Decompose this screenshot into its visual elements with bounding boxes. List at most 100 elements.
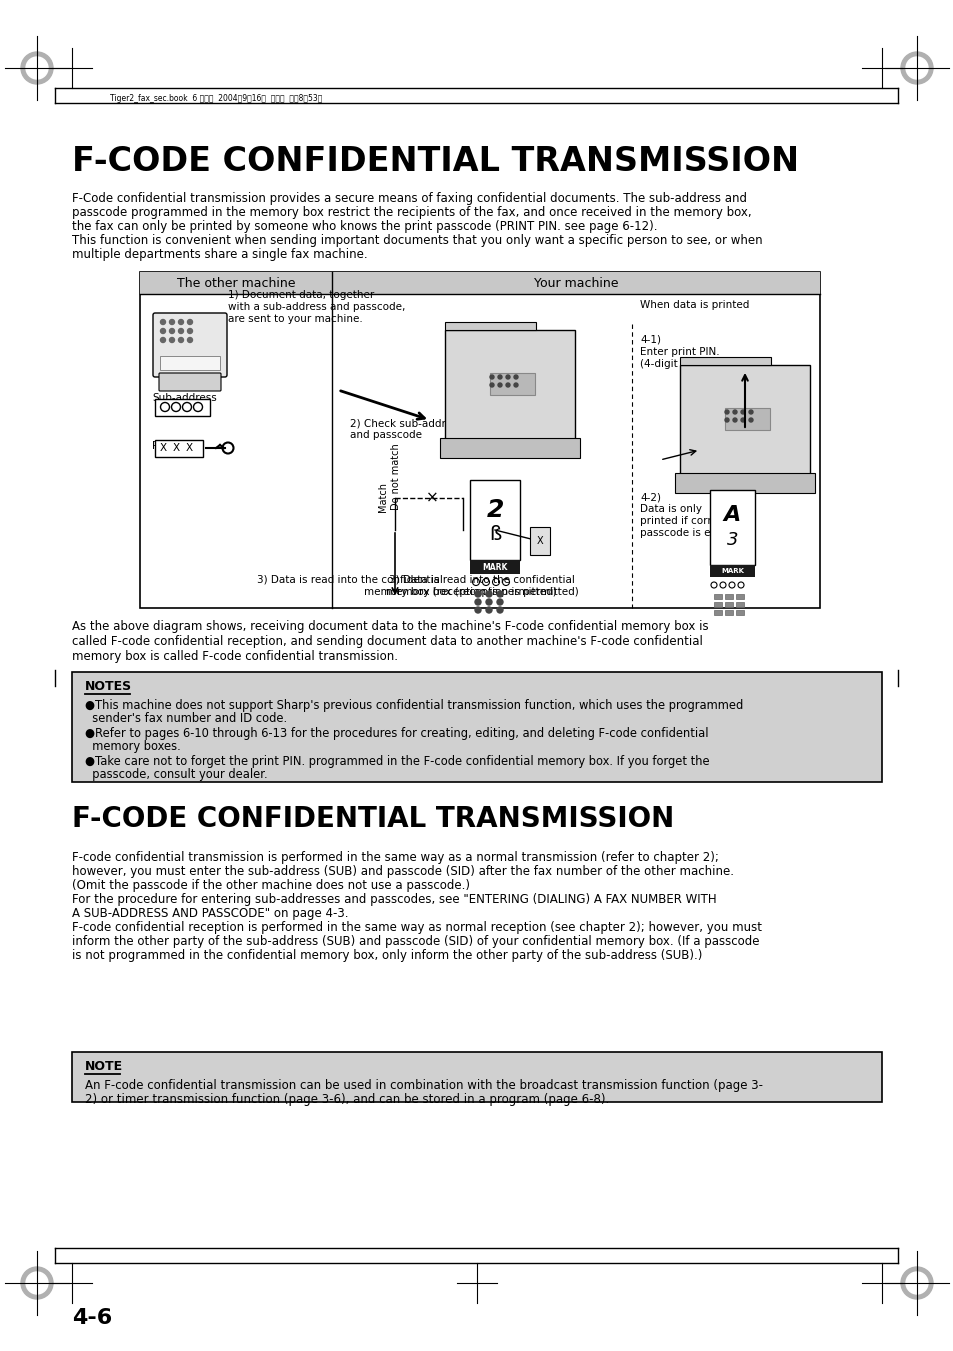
Circle shape bbox=[748, 417, 752, 422]
Text: the fax can only be printed by someone who knows the print passcode (PRINT PIN. : the fax can only be printed by someone w… bbox=[71, 220, 657, 232]
Bar bbox=[439, 438, 579, 458]
Circle shape bbox=[905, 57, 927, 78]
Text: (Omit the passcode if the other machine does not use a passcode.): (Omit the passcode if the other machine … bbox=[71, 880, 470, 892]
Circle shape bbox=[740, 417, 744, 422]
Bar bbox=[735, 594, 743, 598]
Bar bbox=[713, 611, 721, 615]
Text: This function is convenient when sending important documents that you only want : This function is convenient when sending… bbox=[71, 234, 761, 247]
Bar bbox=[724, 611, 732, 615]
Bar bbox=[713, 594, 721, 598]
Circle shape bbox=[514, 382, 517, 386]
Circle shape bbox=[485, 598, 492, 605]
Circle shape bbox=[905, 1273, 927, 1294]
Circle shape bbox=[178, 328, 183, 334]
Circle shape bbox=[497, 590, 502, 597]
Circle shape bbox=[505, 376, 510, 380]
Text: X: X bbox=[159, 443, 167, 453]
Text: with a sub-address and passcode,: with a sub-address and passcode, bbox=[228, 303, 405, 312]
Text: Match: Match bbox=[377, 482, 388, 512]
Circle shape bbox=[26, 57, 48, 78]
Circle shape bbox=[475, 607, 480, 613]
Circle shape bbox=[188, 319, 193, 324]
Circle shape bbox=[732, 409, 737, 413]
Circle shape bbox=[170, 338, 174, 343]
Circle shape bbox=[160, 338, 165, 343]
Bar bbox=[160, 357, 220, 370]
Text: 2) Check sub-address: 2) Check sub-address bbox=[350, 417, 462, 428]
Bar bbox=[709, 490, 754, 565]
Circle shape bbox=[21, 51, 53, 84]
Text: multiple departments share a single fax machine.: multiple departments share a single fax … bbox=[71, 249, 367, 261]
Text: A: A bbox=[723, 505, 740, 526]
Text: 4-6: 4-6 bbox=[71, 1308, 112, 1328]
Bar bbox=[154, 399, 210, 416]
Bar bbox=[490, 373, 535, 394]
Text: X: X bbox=[537, 536, 543, 546]
Text: F-CODE CONFIDENTIAL TRANSMISSION: F-CODE CONFIDENTIAL TRANSMISSION bbox=[71, 805, 674, 834]
Circle shape bbox=[178, 338, 183, 343]
Text: X: X bbox=[172, 443, 179, 453]
Bar bbox=[470, 480, 519, 561]
Circle shape bbox=[497, 382, 501, 386]
Text: passcode, consult your dealer.: passcode, consult your dealer. bbox=[85, 767, 268, 781]
Circle shape bbox=[188, 328, 193, 334]
Text: 2) or timer transmission function (page 3-6), and can be stored in a program (pa: 2) or timer transmission function (page … bbox=[85, 1093, 609, 1106]
Circle shape bbox=[485, 590, 492, 597]
Circle shape bbox=[724, 409, 728, 413]
Circle shape bbox=[748, 409, 752, 413]
FancyBboxPatch shape bbox=[152, 313, 227, 377]
Circle shape bbox=[724, 417, 728, 422]
Bar bbox=[140, 272, 820, 608]
Circle shape bbox=[497, 607, 502, 613]
Text: F-code confidential reception is performed in the same way as normal reception (: F-code confidential reception is perform… bbox=[71, 921, 761, 934]
Bar bbox=[470, 561, 519, 574]
Circle shape bbox=[497, 598, 502, 605]
Text: As the above diagram shows, receiving document data to the machine's F-code conf: As the above diagram shows, receiving do… bbox=[71, 620, 708, 634]
Circle shape bbox=[490, 376, 494, 380]
Circle shape bbox=[170, 319, 174, 324]
Circle shape bbox=[900, 1267, 932, 1300]
Bar bbox=[71, 671, 882, 782]
Text: ●This machine does not support Sharp's previous confidential transmission functi: ●This machine does not support Sharp's p… bbox=[85, 698, 742, 712]
Circle shape bbox=[475, 590, 480, 597]
Bar bbox=[735, 603, 743, 607]
Bar bbox=[724, 594, 732, 598]
Text: printed if correct: printed if correct bbox=[639, 516, 727, 526]
Text: ●Refer to pages 6-10 through 6-13 for the procedures for creating, editing, and : ●Refer to pages 6-10 through 6-13 for th… bbox=[85, 727, 708, 740]
Circle shape bbox=[740, 409, 744, 413]
Bar bbox=[71, 1052, 882, 1102]
Text: Tiger2_fax_sec.book  6 ページ  2004年9月16日  木曜日  午前8時53分: Tiger2_fax_sec.book 6 ページ 2004年9月16日 木曜日… bbox=[110, 95, 322, 103]
Circle shape bbox=[475, 598, 480, 605]
Text: 4-1): 4-1) bbox=[639, 335, 660, 345]
Text: For the procedure for entering sub-addresses and passcodes, see "ENTERING (DIALI: For the procedure for entering sub-addre… bbox=[71, 893, 716, 907]
Circle shape bbox=[514, 376, 517, 380]
Text: An F-code confidential transmission can be used in combination with the broadcas: An F-code confidential transmission can … bbox=[85, 1079, 762, 1092]
Bar bbox=[444, 330, 575, 440]
Text: passcode is entered.: passcode is entered. bbox=[639, 528, 747, 538]
Text: 3) Data is read into the confidential: 3) Data is read into the confidential bbox=[256, 576, 442, 585]
Bar bbox=[679, 357, 770, 365]
Bar bbox=[735, 611, 743, 615]
Text: (4-digit number): (4-digit number) bbox=[639, 359, 725, 369]
FancyBboxPatch shape bbox=[159, 373, 221, 390]
Bar bbox=[444, 322, 536, 330]
Text: however, you must enter the sub-address (SUB) and passcode (SID) after the fax n: however, you must enter the sub-address … bbox=[71, 865, 733, 878]
Bar bbox=[709, 565, 754, 577]
Circle shape bbox=[170, 328, 174, 334]
Text: are sent to your machine.: are sent to your machine. bbox=[228, 313, 362, 324]
Bar bbox=[154, 440, 203, 457]
Circle shape bbox=[485, 607, 492, 613]
Circle shape bbox=[505, 382, 510, 386]
Text: NOTE: NOTE bbox=[85, 1061, 123, 1073]
Bar bbox=[530, 527, 550, 555]
Bar bbox=[140, 272, 820, 295]
Bar bbox=[679, 365, 809, 476]
Text: Do not match: Do not match bbox=[391, 443, 400, 509]
Text: F-CODE CONFIDENTIAL TRANSMISSION: F-CODE CONFIDENTIAL TRANSMISSION bbox=[71, 145, 799, 178]
Text: The other machine: The other machine bbox=[176, 277, 294, 290]
Circle shape bbox=[497, 376, 501, 380]
Text: Data is only: Data is only bbox=[639, 504, 701, 513]
Text: When data is printed: When data is printed bbox=[639, 300, 749, 309]
Circle shape bbox=[188, 338, 193, 343]
Circle shape bbox=[21, 1267, 53, 1300]
